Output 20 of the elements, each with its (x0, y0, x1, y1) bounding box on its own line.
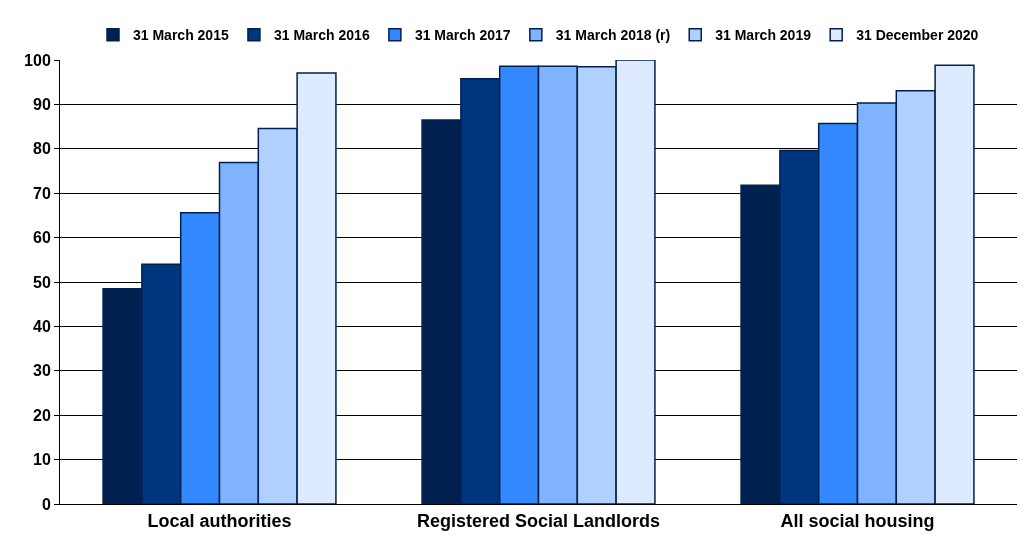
x-tick-label: Registered Social Landlords (416, 510, 661, 531)
y-tick-label: 70 (33, 184, 51, 202)
y-tick-label: 100 (24, 51, 51, 69)
legend-label: 31 March 2015 (133, 27, 229, 44)
legend-label: 31 December 2020 (856, 27, 979, 44)
y-tick-label: 50 (33, 273, 51, 291)
y-tick-label: 40 (33, 318, 51, 335)
legend-label: 31 March 2016 (273, 27, 370, 44)
y-tick-label: 90 (33, 96, 51, 113)
y-tick-label: 80 (33, 140, 51, 158)
legend-label: 31 March 2018 (r) (555, 27, 671, 44)
y-tick-label: 10 (33, 451, 51, 469)
y-tick-label: 0 (41, 495, 51, 513)
legend-label: 31 March 2019 (715, 27, 812, 44)
y-tick-label: 20 (33, 406, 51, 424)
x-tick-label: All social housing (780, 510, 935, 531)
y-tick-label: 30 (33, 362, 51, 380)
legend-label: 31 March 2017 (414, 27, 511, 44)
y-tick-label: 60 (33, 229, 51, 247)
x-tick-label: Local authorities (147, 510, 292, 531)
